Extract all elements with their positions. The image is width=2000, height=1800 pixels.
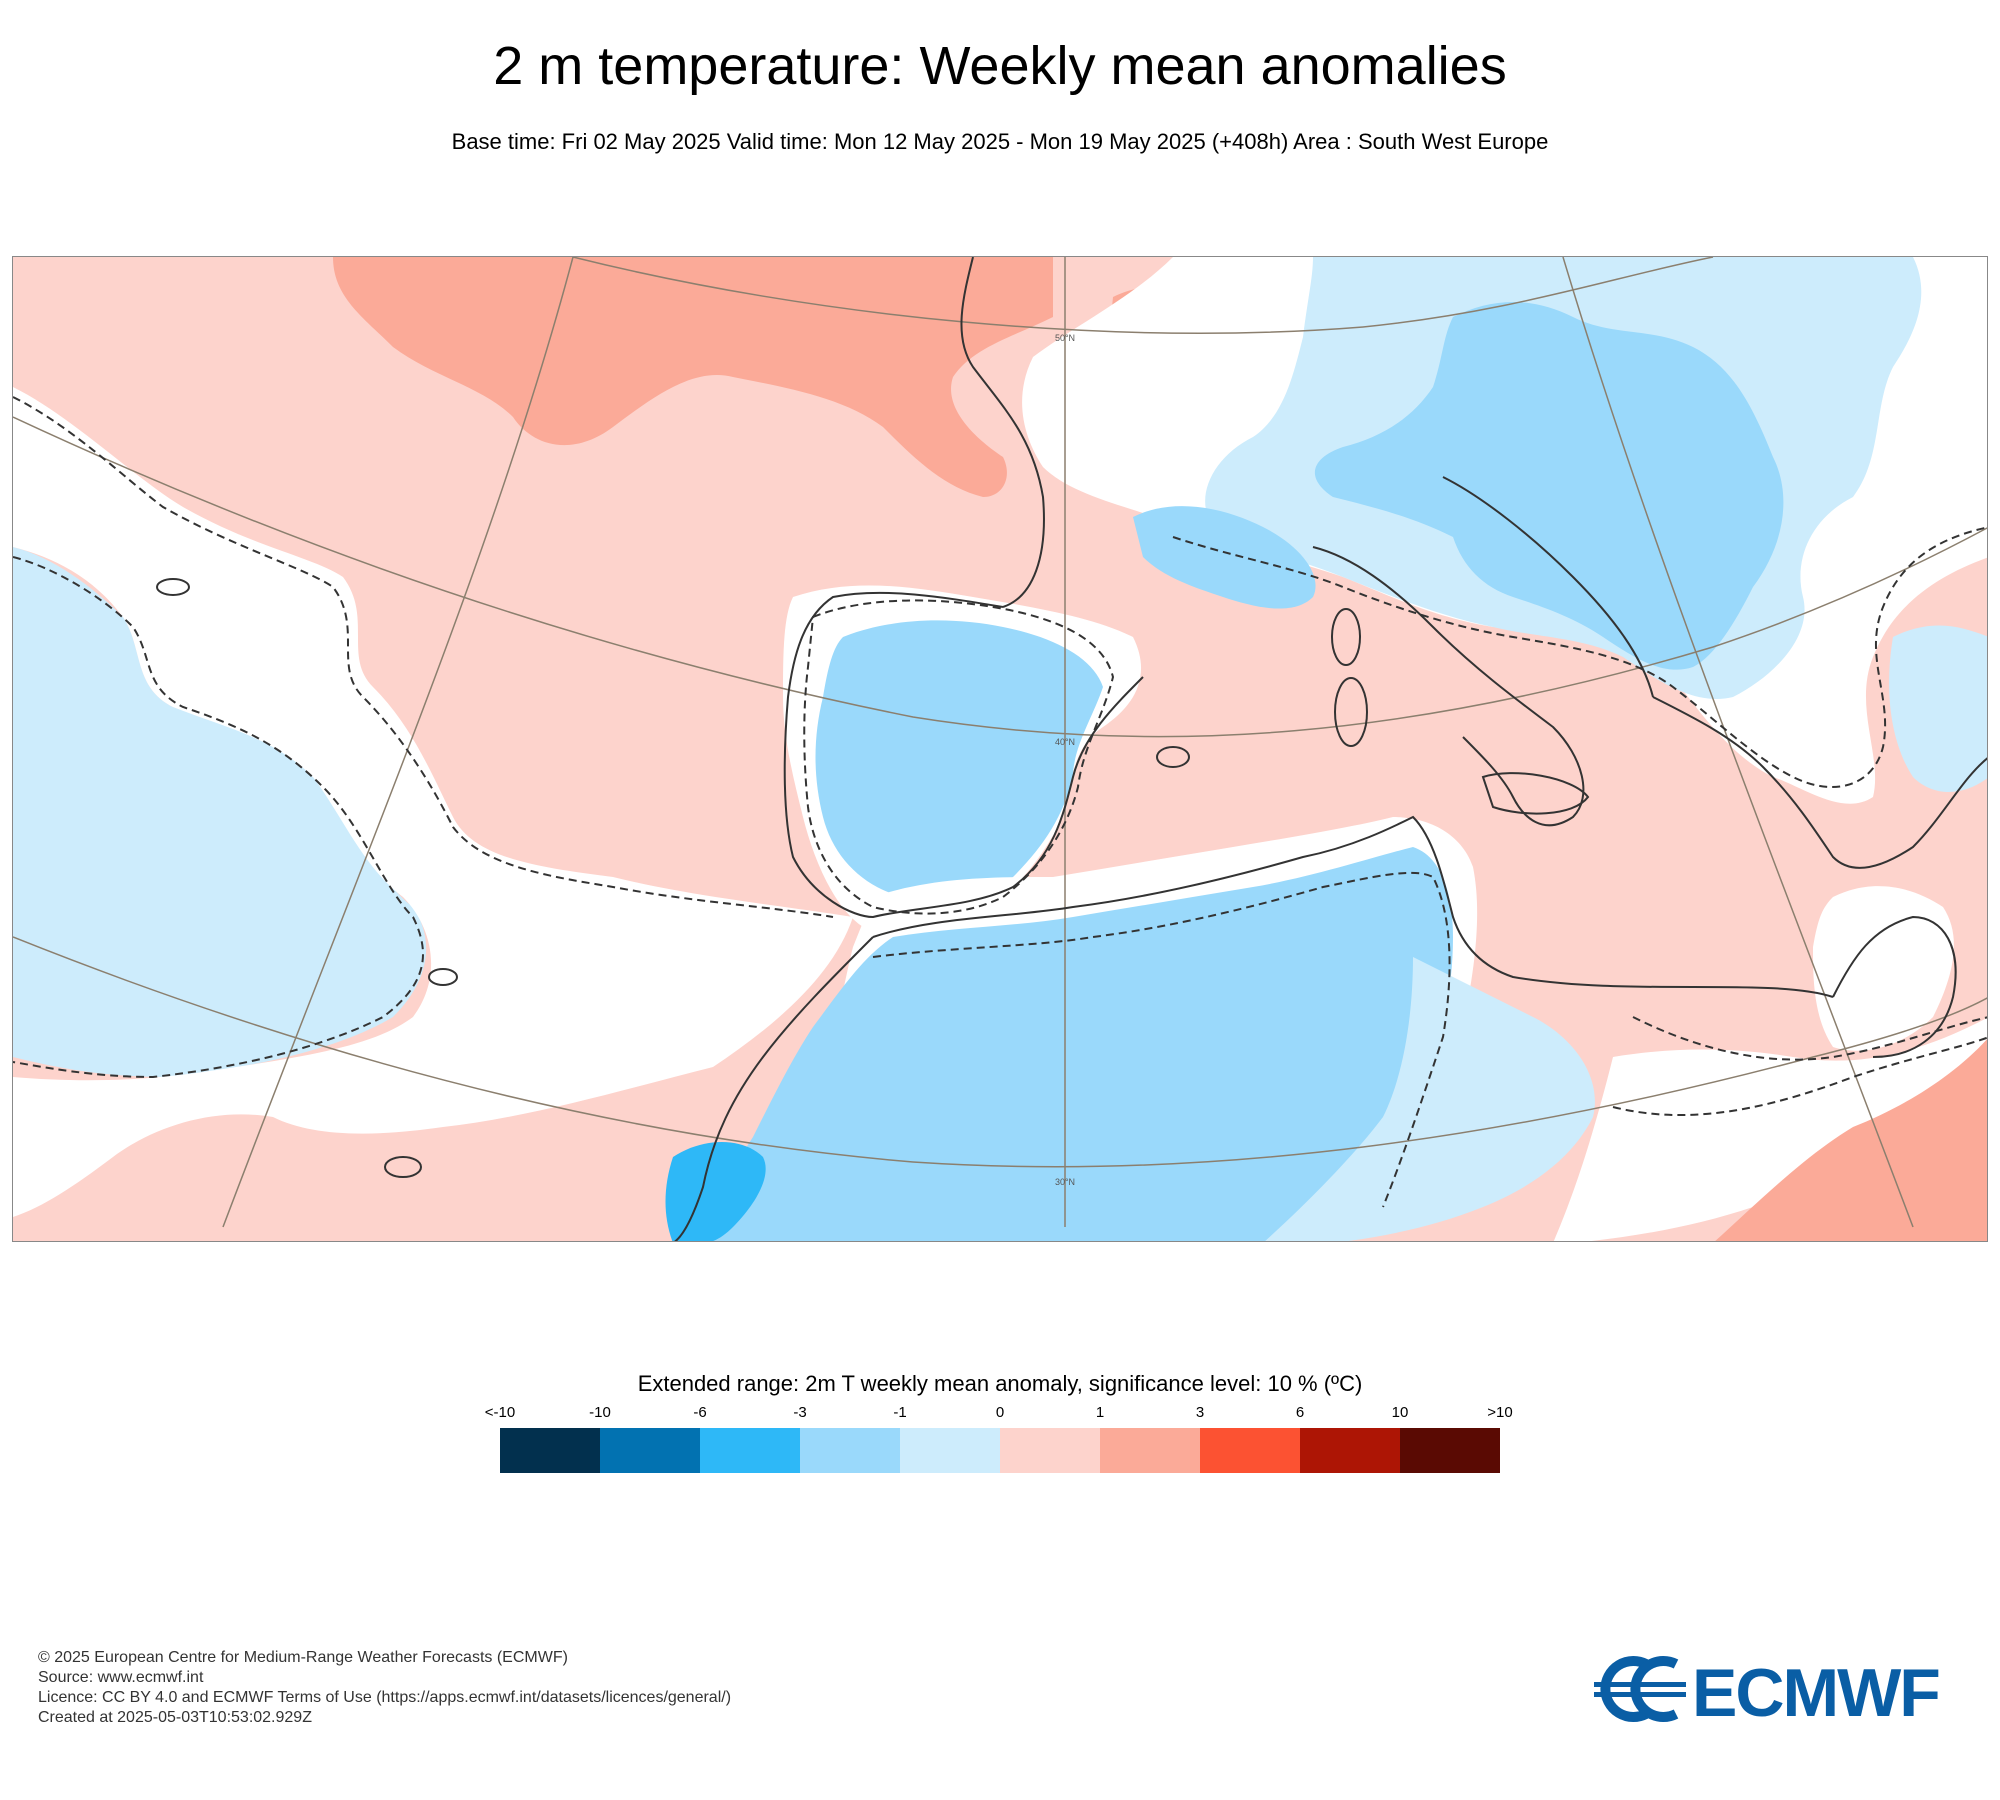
legend-colorbar bbox=[500, 1428, 1500, 1473]
neutral-egypt bbox=[1553, 1018, 1987, 1241]
graticule-40n bbox=[13, 416, 1987, 738]
credits: © 2025 European Centre for Medium-Range … bbox=[38, 1648, 731, 1728]
strong-cold-anomaly-morocco bbox=[665, 1142, 766, 1241]
ecmwf-logo[interactable]: ECMWF bbox=[1588, 1652, 1968, 1726]
meridian-20e bbox=[1562, 257, 1914, 1228]
significance-contour-atlantic bbox=[13, 556, 424, 1079]
legend-label: 1 bbox=[1095, 1404, 1105, 1421]
cool-anomaly-atlantic-west bbox=[13, 547, 427, 1077]
graticule-50n bbox=[572, 257, 1714, 334]
cold-anomaly-north-africa bbox=[703, 847, 1453, 1241]
graticule-label-40n: 40°N bbox=[1055, 737, 1075, 747]
significance-contour-east-med bbox=[1632, 1016, 1987, 1061]
coast-france bbox=[960, 257, 1045, 608]
legend-swatch bbox=[1400, 1428, 1500, 1473]
legend-swatch bbox=[800, 1428, 900, 1473]
graticule bbox=[13, 257, 1987, 1228]
coast-north-africa bbox=[872, 815, 1834, 998]
cold-anomaly-iberia bbox=[815, 620, 1103, 897]
coast-balkans-greece bbox=[1652, 696, 1987, 869]
anomaly-map[interactable]: 50°N 40°N 30°N bbox=[12, 256, 1988, 1242]
madeira-outline bbox=[428, 968, 458, 986]
legend-label: -1 bbox=[893, 1404, 907, 1421]
legend-label: <-10 bbox=[484, 1404, 516, 1421]
credits-created: Created at 2025-05-03T10:53:02.929Z bbox=[38, 1709, 312, 1726]
coastlines bbox=[673, 257, 1987, 1241]
legend-swatch bbox=[1000, 1428, 1100, 1473]
legend-swatch bbox=[1100, 1428, 1200, 1473]
azores-outline bbox=[156, 578, 190, 596]
cool-anomaly-libya bbox=[1265, 957, 1595, 1241]
credits-source[interactable]: Source: www.ecmwf.int bbox=[38, 1669, 204, 1686]
legend-label: -3 bbox=[793, 1404, 807, 1421]
significance-contour-warm-atlantic bbox=[13, 396, 834, 918]
significance-contour-southeast bbox=[1612, 1036, 1987, 1116]
legend-swatch bbox=[700, 1428, 800, 1473]
graticule-label-50n: 50°N bbox=[1055, 333, 1075, 343]
cold-anomaly-italy-balkans bbox=[1314, 302, 1784, 670]
islands bbox=[156, 578, 1590, 1178]
significance-contours bbox=[13, 396, 1987, 1208]
ecmwf-logo-bar-top bbox=[1594, 1682, 1686, 1687]
coast-east-med bbox=[1832, 915, 1957, 1058]
legend-swatch bbox=[500, 1428, 600, 1473]
legend-label: 6 bbox=[1295, 1404, 1305, 1421]
hot-anomaly-north-atlantic bbox=[333, 257, 1053, 497]
graticule-30n bbox=[13, 936, 1987, 1168]
legend-swatch bbox=[1200, 1428, 1300, 1473]
sardinia-outline bbox=[1334, 677, 1368, 747]
legend-label: -10 bbox=[589, 1404, 611, 1421]
ecmwf-logo-bar-bottom bbox=[1594, 1692, 1686, 1697]
cold-anomaly-alps bbox=[1133, 506, 1316, 609]
graticule-label-30n: 30°N bbox=[1055, 1177, 1075, 1187]
legend-label: 0 bbox=[995, 1404, 1005, 1421]
canary-outline bbox=[384, 1156, 422, 1178]
legend-swatch bbox=[1300, 1428, 1400, 1473]
coast-morocco bbox=[673, 936, 874, 1241]
legend-label: -6 bbox=[693, 1404, 707, 1421]
coast-italy bbox=[1312, 546, 1585, 827]
ecmwf-logo-mark bbox=[1600, 1656, 1679, 1722]
legend-label: 10 bbox=[1391, 1404, 1409, 1421]
page-subtitle: Base time: Fri 02 May 2025 Valid time: M… bbox=[451, 129, 1549, 154]
legend-label: >10 bbox=[1487, 1404, 1513, 1421]
neutral-atlantic-band bbox=[13, 387, 853, 1217]
coast-adriatic bbox=[1442, 476, 1654, 698]
legend-title: Extended range: 2m T weekly mean anomaly… bbox=[637, 1371, 1363, 1396]
legend-swatch bbox=[600, 1428, 700, 1473]
coast-iberia bbox=[783, 591, 1144, 919]
legend-labels: <-10 -10 -6 -3 -1 0 1 3 6 10 >10 bbox=[485, 1403, 1513, 1425]
meridian-20w bbox=[222, 257, 574, 1228]
significance-contour-africa bbox=[872, 871, 1451, 1208]
cool-anomaly-turkey bbox=[1889, 625, 1987, 792]
credits-licence[interactable]: Licence: CC BY 4.0 and ECMWF Terms of Us… bbox=[38, 1689, 732, 1706]
page-title: 2 m temperature: Weekly mean anomalies bbox=[493, 36, 1507, 96]
balearic-outline bbox=[1156, 746, 1190, 768]
hot-anomaly-southeast bbox=[1715, 1039, 1987, 1241]
legend-swatch bbox=[900, 1428, 1000, 1473]
sicily-outline bbox=[1481, 772, 1590, 815]
legend-label: 3 bbox=[1195, 1404, 1205, 1421]
corsica-outline bbox=[1331, 608, 1361, 666]
significance-contour-iberia bbox=[803, 599, 1115, 915]
neutral-east-mediterranean bbox=[1813, 886, 1954, 1051]
ecmwf-logo-text: ECMWF bbox=[1692, 1655, 1939, 1726]
credits-copyright: © 2025 European Centre for Medium-Range … bbox=[38, 1649, 568, 1666]
significance-contour-central-europe bbox=[1172, 526, 1987, 788]
